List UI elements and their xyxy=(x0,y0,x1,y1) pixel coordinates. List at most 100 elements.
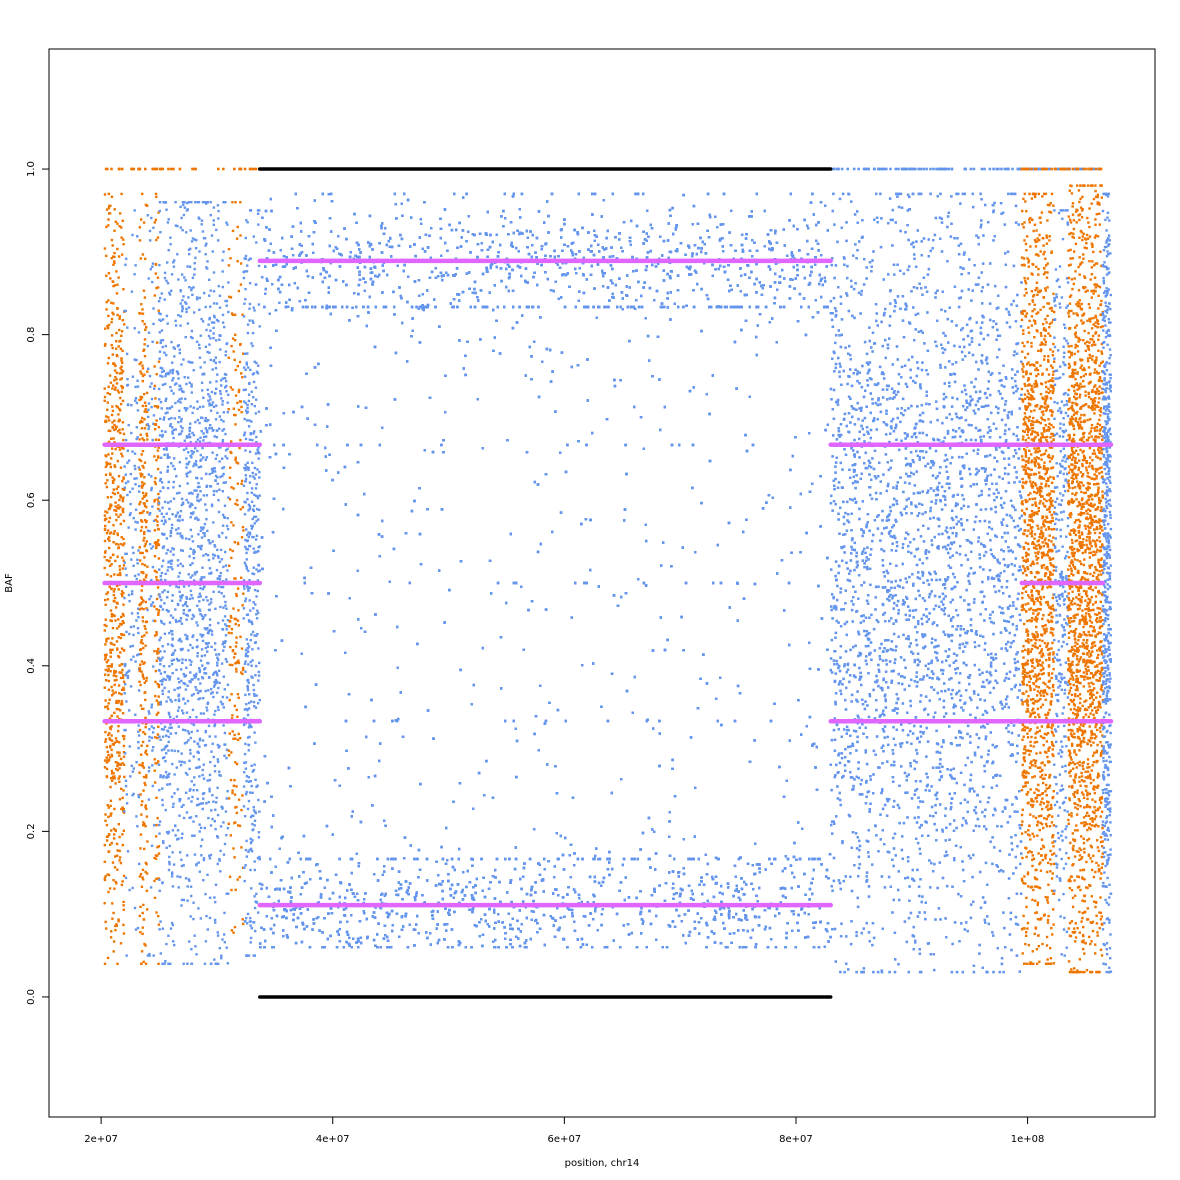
snp-point xyxy=(110,755,114,758)
snp-point xyxy=(140,218,143,221)
snp-point xyxy=(253,860,256,863)
snp-point xyxy=(192,901,195,904)
snp-point xyxy=(192,464,195,468)
snp-point xyxy=(145,540,148,543)
snp-point xyxy=(120,542,123,546)
snp-point xyxy=(250,700,253,703)
snp-point xyxy=(234,761,237,764)
snp-point xyxy=(210,321,214,324)
snp-point xyxy=(195,570,199,574)
snp-point xyxy=(252,688,256,692)
snp-point xyxy=(115,584,119,588)
snp-point xyxy=(205,914,208,918)
snp-point xyxy=(105,661,108,664)
snp-point xyxy=(122,243,125,246)
snp-point xyxy=(207,393,210,396)
snp-point xyxy=(253,705,256,708)
snp-point xyxy=(211,691,214,694)
snp-point xyxy=(246,655,249,658)
snp-point xyxy=(171,851,174,854)
snp-point xyxy=(105,208,109,211)
snp-point xyxy=(250,675,253,678)
point-region-4 xyxy=(153,192,161,965)
snp-point xyxy=(244,474,247,477)
snp-point xyxy=(195,638,199,642)
snp-point xyxy=(104,419,108,422)
snp-point xyxy=(250,527,253,530)
snp-point xyxy=(220,662,224,665)
snp-point xyxy=(236,364,239,368)
snp-point xyxy=(203,534,206,538)
snp-point xyxy=(166,729,169,732)
snp-point xyxy=(175,657,179,661)
snp-point xyxy=(242,270,245,274)
snp-point xyxy=(121,455,124,458)
snp-point xyxy=(230,627,234,631)
snp-point xyxy=(173,417,176,420)
snp-point xyxy=(119,636,123,640)
snp-point xyxy=(212,290,216,293)
snp-point xyxy=(140,803,143,807)
snp-point xyxy=(174,699,177,702)
snp-point xyxy=(157,611,160,614)
snp-point xyxy=(187,878,191,881)
snp-point xyxy=(172,436,175,440)
snp-point xyxy=(214,670,217,673)
snp-point xyxy=(109,670,112,673)
snp-point xyxy=(221,321,225,324)
snp-point xyxy=(179,302,182,305)
snp-point xyxy=(157,528,160,531)
snp-point xyxy=(217,653,221,656)
snp-point xyxy=(233,358,236,362)
snp-point xyxy=(110,769,114,773)
snp-point xyxy=(234,456,237,459)
snp-point xyxy=(216,835,219,838)
snp-point xyxy=(246,684,249,688)
snp-point xyxy=(120,226,123,229)
snp-point xyxy=(195,672,198,676)
snp-point xyxy=(160,728,164,731)
snp-point xyxy=(222,466,226,469)
snp-point xyxy=(115,708,118,711)
snp-point xyxy=(146,565,149,568)
snp-point xyxy=(178,799,181,803)
snp-point xyxy=(158,496,161,499)
snp-point xyxy=(128,709,131,712)
snp-point xyxy=(193,776,196,779)
snp-point xyxy=(153,529,157,532)
snp-point xyxy=(160,578,163,581)
snp-point xyxy=(188,436,192,439)
snp-point xyxy=(179,420,183,423)
snp-point xyxy=(217,209,220,213)
snp-point xyxy=(219,475,222,479)
snp-point xyxy=(183,201,186,204)
snp-point xyxy=(245,219,248,222)
snp-point xyxy=(223,645,226,649)
snp-point xyxy=(226,962,229,965)
snp-point xyxy=(207,608,211,612)
snp-point xyxy=(194,686,197,689)
snp-point xyxy=(230,556,233,560)
snp-point xyxy=(138,728,142,732)
snp-point xyxy=(143,482,146,485)
snp-point xyxy=(120,334,123,337)
snp-point xyxy=(122,592,125,595)
snp-point xyxy=(193,238,196,241)
snp-point xyxy=(139,257,142,260)
snp-point xyxy=(254,811,258,815)
snp-point xyxy=(141,511,144,514)
snp-point xyxy=(256,372,260,375)
snp-point xyxy=(199,689,202,693)
snp-point xyxy=(201,446,204,450)
snp-point xyxy=(131,546,134,549)
snp-point xyxy=(142,466,145,469)
snp-point xyxy=(236,401,239,405)
snp-point xyxy=(143,410,146,413)
snp-point xyxy=(195,296,199,299)
snp-point xyxy=(257,836,261,839)
snp-point xyxy=(151,545,155,548)
snp-point xyxy=(118,763,122,766)
snp-point xyxy=(214,921,217,924)
snp-point xyxy=(244,254,248,258)
snp-point xyxy=(140,639,143,642)
